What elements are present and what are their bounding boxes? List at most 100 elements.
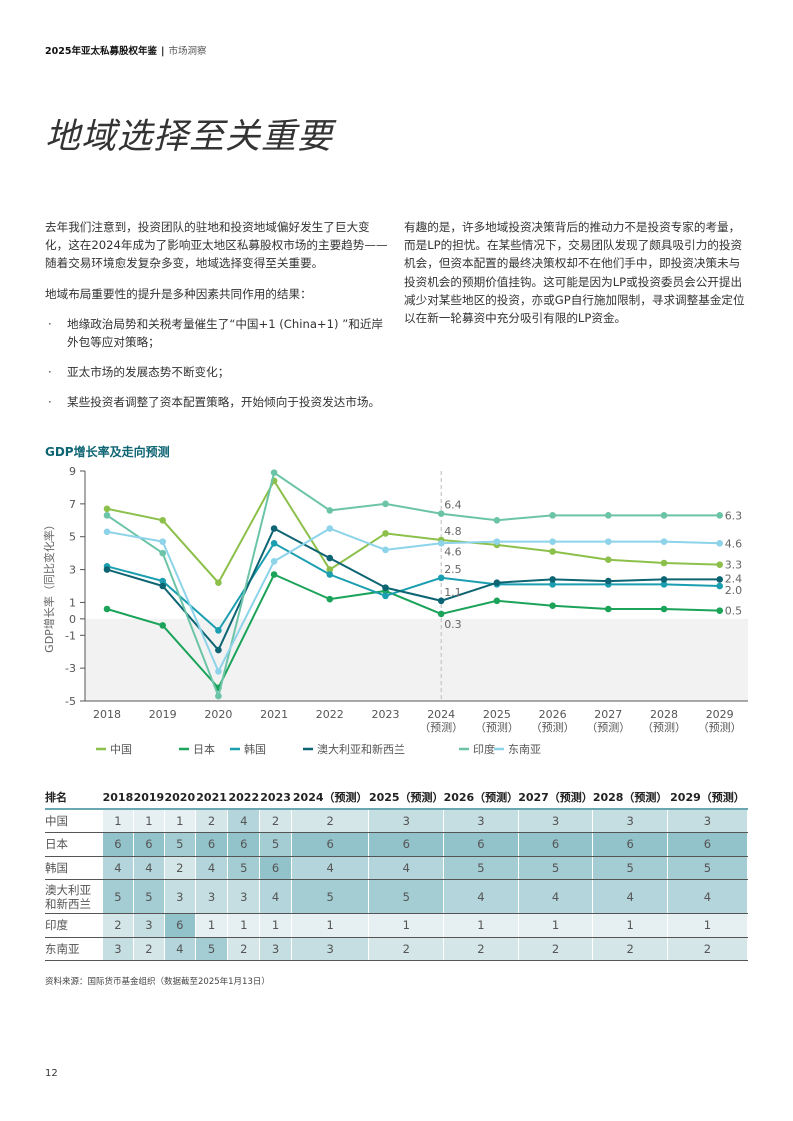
data-point <box>605 556 612 564</box>
factor-list: 地缘政治局势和关税考量催生了“中国+1 (China+1) ”和近岸外包等应对策… <box>45 315 390 412</box>
rank-cell: 4 <box>291 856 370 880</box>
rank-cell: 4 <box>133 856 165 880</box>
data-point <box>716 539 723 547</box>
data-point <box>660 576 668 583</box>
row-label: 中国 <box>45 809 103 833</box>
data-point <box>716 512 723 519</box>
column-header: 2028（预测） <box>592 786 668 810</box>
series-line-4 <box>106 471 720 700</box>
y-tick-label: -1 <box>65 629 76 642</box>
column-header: 2029（预测） <box>667 786 748 810</box>
rank-cell: 3 <box>195 879 229 914</box>
rank-cell: 3 <box>518 809 594 833</box>
negative-region <box>85 618 748 701</box>
rank-cell: 1 <box>518 913 594 938</box>
series-line-2 <box>106 541 720 632</box>
data-point <box>493 597 501 605</box>
rank-cell: 2 <box>368 937 445 961</box>
rank-cell: 3 <box>368 809 445 833</box>
data-point <box>215 646 222 654</box>
rank-cell: 3 <box>102 937 134 961</box>
table-row: 东南亚 3 2 4 5 2 3 3 2 2 2 2 2 <box>45 937 749 961</box>
rank-cell: 4 <box>518 879 594 914</box>
header-separator: | <box>160 46 165 57</box>
data-point <box>549 576 556 583</box>
data-point <box>326 507 334 514</box>
rank-cell: 1 <box>133 809 165 833</box>
y-tick-label: -3 <box>65 662 76 675</box>
legend-label: 东南亚 <box>508 743 541 756</box>
chart-title: GDP增长率及走向预测 <box>45 445 170 459</box>
data-point <box>326 571 334 578</box>
x-tick-sublabel: （预测） <box>419 721 463 734</box>
rank-cell: 5 <box>195 937 229 961</box>
x-tick-sublabel: （预测） <box>475 721 519 734</box>
rank-cell: 6 <box>195 832 229 857</box>
data-point <box>103 566 111 573</box>
rank-cell: 1 <box>667 913 749 938</box>
legend-label: 韩国 <box>244 742 266 756</box>
data-point <box>382 530 389 537</box>
data-point <box>549 538 556 545</box>
label-2029: 2.4 <box>725 572 743 585</box>
rank-cell: 5 <box>518 856 594 880</box>
table-header-row: 排名 2018 2019 2020 2021 2022 2023 2024（预测） 2025（预… <box>45 786 748 810</box>
data-point <box>159 538 166 545</box>
data-point <box>382 584 389 591</box>
column-header: 2023 <box>259 786 292 810</box>
rank-cell: 5 <box>592 856 668 880</box>
row-label: 韩国 <box>45 856 103 880</box>
rank-cell: 5 <box>443 856 519 880</box>
x-tick-label: 2024 <box>427 708 455 721</box>
data-point <box>493 538 501 545</box>
legend-label: 中国 <box>110 743 132 756</box>
column-header: 2024（预测） <box>291 786 369 810</box>
label-2029: 6.3 <box>725 509 743 522</box>
rank-cell: 2 <box>195 809 229 833</box>
lp-paragraph: 有趣的是，许多地域投资决策背后的推动力不是投资专家的考量，而是LP的担忧。在某些… <box>404 220 745 326</box>
y-tick-label: 9 <box>69 465 76 478</box>
rank-cell: 6 <box>667 832 749 857</box>
rank-cell: 2 <box>592 937 668 961</box>
data-point <box>159 582 166 590</box>
column-header: 2026（预测） <box>443 786 519 810</box>
y-tick-label: 7 <box>69 498 76 511</box>
list-item: 亚太市场的发展态势不断变化； <box>45 363 390 381</box>
rank-cell: 4 <box>164 937 196 961</box>
data-point <box>660 538 668 545</box>
list-item: 某些投资者调整了资本配置策略，开始倾向于投资发达市场。 <box>45 393 390 411</box>
column-header: 2025（预测） <box>368 786 444 810</box>
y-tick-label: 1 <box>69 596 76 609</box>
rank-cell: 6 <box>102 832 134 857</box>
data-point <box>326 595 334 603</box>
rank-cell: 4 <box>667 879 749 914</box>
legend-label: 澳大利亚和新西兰 <box>317 742 405 756</box>
data-point <box>270 571 278 578</box>
factors-intro: 地域布局重要性的提升是多种因素共同作用的结果： <box>45 286 312 301</box>
data-point <box>103 605 111 613</box>
data-point <box>549 602 556 610</box>
data-point <box>716 607 723 614</box>
rank-cell: 3 <box>667 809 749 833</box>
data-point <box>103 512 111 519</box>
rank-cell: 4 <box>259 879 292 914</box>
running-header: 2025年亚太私募股权年鉴 | 市场洞察 <box>45 43 206 57</box>
rank-table: 排名 2018 2019 2020 2021 2022 2023 2024（预测） 2025（预… <box>45 786 749 961</box>
rank-cell: 4 <box>102 856 134 880</box>
label-2024: 1.1 <box>444 586 462 599</box>
rank-cell: 6 <box>133 832 165 857</box>
source-note: 资料来源：国际货币基金组织（数据截至2025年1月13日） <box>45 977 270 987</box>
x-tick-label: 2027 <box>594 708 622 721</box>
legend-label: 日本 <box>193 742 215 756</box>
series-line-1 <box>106 573 720 690</box>
rank-cell: 4 <box>592 879 668 914</box>
column-header: 排名 <box>45 786 103 810</box>
data-point <box>215 627 222 634</box>
rank-cell: 2 <box>291 809 370 833</box>
data-point <box>159 622 166 629</box>
label-2029: 4.6 <box>725 537 743 550</box>
x-tick-sublabel: （预测） <box>586 721 630 734</box>
data-point <box>716 561 723 568</box>
right-column: 有趣的是，许多地域投资决策背后的推动力不是投资专家的考量，而是LP的担忧。在某些… <box>404 218 749 339</box>
rank-cell: 2 <box>227 937 261 961</box>
